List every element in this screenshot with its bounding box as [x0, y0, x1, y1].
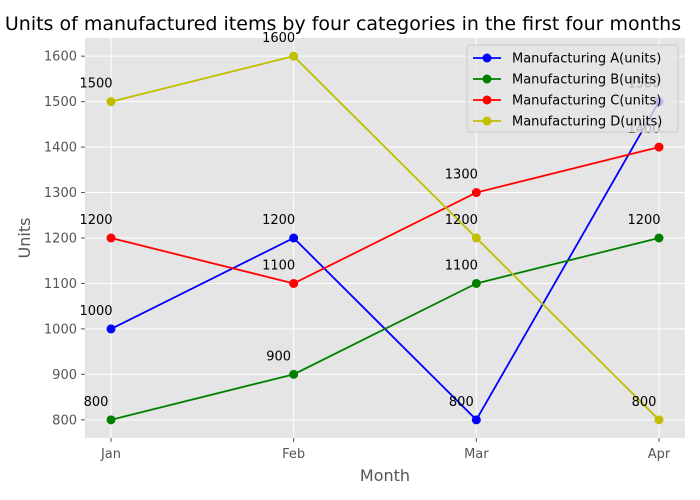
y-tick-label: 1200 [44, 232, 77, 247]
data-label: 1200 [79, 213, 112, 228]
data-label: 1200 [262, 213, 295, 228]
data-point [106, 324, 116, 334]
y-tick-label: 1600 [44, 50, 77, 65]
legend: Manufacturing A(units) Manufacturing B(un… [466, 44, 679, 133]
data-label: 800 [449, 395, 474, 410]
data-point [289, 278, 299, 288]
y-tick-label: 1500 [44, 95, 77, 110]
legend-marker [482, 74, 492, 84]
legend-label: Manufacturing A(units) [512, 52, 661, 67]
data-point [471, 233, 481, 243]
legend-box [466, 44, 679, 133]
x-tick-label: Feb [282, 447, 305, 462]
data-label: 1100 [262, 258, 295, 273]
data-label: 1200 [445, 213, 478, 228]
data-label: 1100 [445, 258, 478, 273]
data-label: 1300 [445, 168, 478, 183]
series-line [110, 55, 660, 421]
data-point [289, 233, 299, 243]
data-label: 1600 [262, 31, 295, 46]
data-point [471, 415, 481, 425]
data-point [106, 97, 116, 107]
x-tick-label: Apr [648, 447, 671, 462]
legend-label: Manufacturing B(units) [512, 73, 661, 88]
data-point [106, 415, 116, 425]
series-line [110, 237, 660, 421]
y-tick-label: 1300 [44, 186, 77, 201]
y-tick-label: 1000 [44, 322, 77, 337]
chart-title: Units of manufactured items by four cate… [5, 13, 681, 35]
series-lines [106, 51, 664, 425]
x-tick-label: Jan [100, 447, 121, 462]
data-label: 1500 [79, 77, 112, 92]
y-tick-label: 1400 [44, 141, 77, 156]
data-point [471, 278, 481, 288]
legend-marker [482, 53, 492, 63]
data-label: 800 [632, 395, 657, 410]
y-tick-labels: 800 900 1000 1100 1200 1300 1400 1500 1600 [44, 50, 85, 428]
data-label: 800 [84, 395, 109, 410]
data-labels: 1000 1200 800 1500 800 900 1100 1200 1200 1100 130… [79, 31, 660, 410]
data-point [654, 233, 664, 243]
legend-label: Manufacturing C(units) [512, 94, 661, 109]
series-line [110, 146, 660, 285]
y-axis-title: Units [15, 218, 34, 259]
legend-marker [482, 116, 492, 126]
data-point [471, 188, 481, 198]
x-tick-labels: Jan Feb Mar Apr [100, 438, 671, 462]
data-point [289, 369, 299, 379]
data-point [654, 142, 664, 152]
data-point [106, 233, 116, 243]
legend-label: Manufacturing D(units) [512, 115, 662, 130]
y-tick-label: 900 [52, 368, 77, 383]
x-axis-title: Month [360, 466, 410, 485]
legend-marker [482, 95, 492, 105]
data-label: 1000 [79, 304, 112, 319]
data-point [289, 51, 299, 61]
data-label: 1200 [627, 213, 660, 228]
y-tick-label: 1100 [44, 277, 77, 292]
x-tick-label: Mar [464, 447, 489, 462]
data-point [654, 415, 664, 425]
y-tick-label: 800 [52, 413, 77, 428]
data-label: 900 [266, 349, 291, 364]
